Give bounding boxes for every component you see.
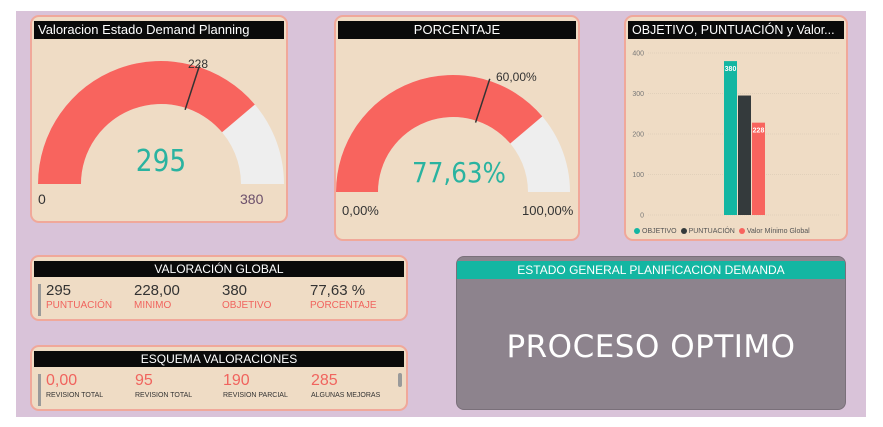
estado-general-header: ESTADO GENERAL PLANIFICACION DEMANDA (457, 261, 845, 279)
y-tick-label: 300 (632, 91, 644, 98)
gauge-porcentaje-title: PORCENTAJE (338, 21, 576, 39)
gauge-porcentaje-value: 77,63% (412, 156, 506, 189)
legend-dot-valor-minimo (738, 228, 745, 234)
row-accent-bar (38, 284, 41, 316)
legend-dot-puntuacion (680, 228, 687, 234)
kpi-objetivo: 380 OBJETIVO (222, 282, 271, 311)
kpi-minimo-label: MINIMO (134, 300, 172, 311)
gauge-demand-target-marker (184, 64, 201, 111)
esquema-item-value: 0,00 (46, 372, 78, 389)
esquema-item: 285 ALGUNAS MEJORAS (311, 372, 380, 399)
bar-chart-card[interactable]: OBJETIVO, PUNTUACIÓN y Valor... 0 100 200 3… (624, 15, 848, 241)
estado-general-card[interactable]: ESTADO GENERAL PLANIFICACION DEMANDA PRO… (456, 256, 846, 410)
kpi-porcentaje-value: 77,63 % (310, 282, 366, 299)
kpi-porcentaje: 77,63 % PORCENTAJE (310, 282, 377, 311)
legend-valor-minimo: Valor Mínimo Global (746, 228, 810, 235)
bar-objetivo[interactable] (724, 61, 737, 215)
bar-data-label: 228 (753, 128, 765, 135)
kpi-puntuacion-label: PUNTUACIÓN (46, 300, 113, 311)
legend-dot-objetivo (634, 228, 640, 234)
esquema-item-label: REVISION TOTAL (135, 392, 193, 399)
esquema-item: 0,00 REVISION TOTAL (46, 372, 103, 399)
y-tick-label: 0 (640, 213, 644, 220)
gauge-porcentaje-fill (336, 75, 543, 192)
esquema-item-value: 190 (223, 372, 250, 389)
gauge-demand-title: Valoracion Estado Demand Planning (34, 21, 284, 39)
y-tick-label: 400 (632, 51, 644, 58)
valoracion-global-card[interactable]: VALORACIÓN GLOBAL 295 PUNTUACIÓN 228,00 … (30, 255, 408, 321)
row-accent-bar (38, 374, 41, 406)
kpi-objetivo-label: OBJETIVO (222, 300, 272, 311)
gauge-demand-fill (38, 61, 255, 185)
esquema-item-label: ALGUNAS MEJORAS (311, 392, 381, 399)
demand-planning-gauge-card[interactable]: Valoracion Estado Demand Planning 295 0 … (30, 15, 288, 223)
bar-valor-minimo-global[interactable] (752, 122, 765, 215)
gauge-porcentaje-min: 0,00% (342, 203, 379, 218)
gauge-demand-target-label: 228 (188, 57, 209, 71)
gauge-demand-max: 380 (240, 191, 264, 207)
gauge-demand-value: 295 (135, 144, 187, 179)
valoracion-global-row: 295 PUNTUACIÓN 228,00 MINIMO 380 OBJETIV… (38, 282, 400, 318)
esquema-item: 190 REVISION PARCIAL (223, 372, 288, 399)
esquema-item-label: REVISION TOTAL (46, 392, 104, 399)
kpi-objetivo-value: 380 (222, 282, 248, 299)
chart-legend: OBJETIVO PUNTUACIÓN Valor Mínimo Global (632, 228, 810, 235)
gauge-porcentaje-target-label: 60,00% (496, 70, 537, 84)
esquema-item-label: REVISION PARCIAL (223, 392, 288, 399)
bar-puntuacion[interactable] (738, 95, 751, 215)
gauge-porcentaje-target-marker (474, 78, 491, 123)
kpi-porcentaje-label: PORCENTAJE (310, 300, 377, 311)
kpi-minimo: 228,00 MINIMO (134, 282, 180, 311)
porcentaje-gauge (336, 75, 570, 192)
report-canvas: Valoracion Estado Demand Planning 295 0 … (16, 11, 866, 417)
esquema-row: 0,00 REVISION TOTAL 95 REVISION TOTAL 19… (38, 372, 400, 408)
y-tick-label: 200 (632, 132, 644, 139)
porcentaje-gauge-card[interactable]: PORCENTAJE 77,63% 0,00% 100,00% 60,00% (334, 15, 580, 241)
estado-status-text: PROCESO OPTIMO (506, 329, 796, 365)
esquema-scrollbar[interactable] (398, 373, 402, 387)
legend-objetivo: OBJETIVO (642, 228, 677, 235)
esquema-title: ESQUEMA VALORACIONES (34, 351, 404, 367)
bar-data-label: 380 (725, 66, 737, 73)
gauge-porcentaje-max: 100,00% (522, 203, 574, 218)
kpi-puntuacion-value: 295 (46, 282, 72, 299)
legend-puntuacion: PUNTUACIÓN (688, 228, 735, 235)
esquema-item-value: 95 (135, 372, 153, 389)
kpi-minimo-value: 228,00 (134, 282, 180, 299)
demand-planning-gauge (38, 61, 284, 185)
objetivo-puntuacion-chart: 0 100 200 300 400 380 228 (632, 51, 840, 220)
bar-chart-title: OBJETIVO, PUNTUACIÓN y Valor... (628, 21, 844, 39)
gauge-demand-min: 0 (38, 191, 46, 207)
kpi-puntuacion: 295 PUNTUACIÓN (46, 282, 112, 311)
valoracion-global-title: VALORACIÓN GLOBAL (34, 261, 404, 277)
esquema-item: 95 REVISION TOTAL (135, 372, 192, 399)
y-tick-label: 100 (632, 172, 644, 179)
esquema-valoraciones-card[interactable]: ESQUEMA VALORACIONES 0,00 REVISION TOTAL… (30, 345, 408, 411)
esquema-item-value: 285 (311, 372, 338, 389)
